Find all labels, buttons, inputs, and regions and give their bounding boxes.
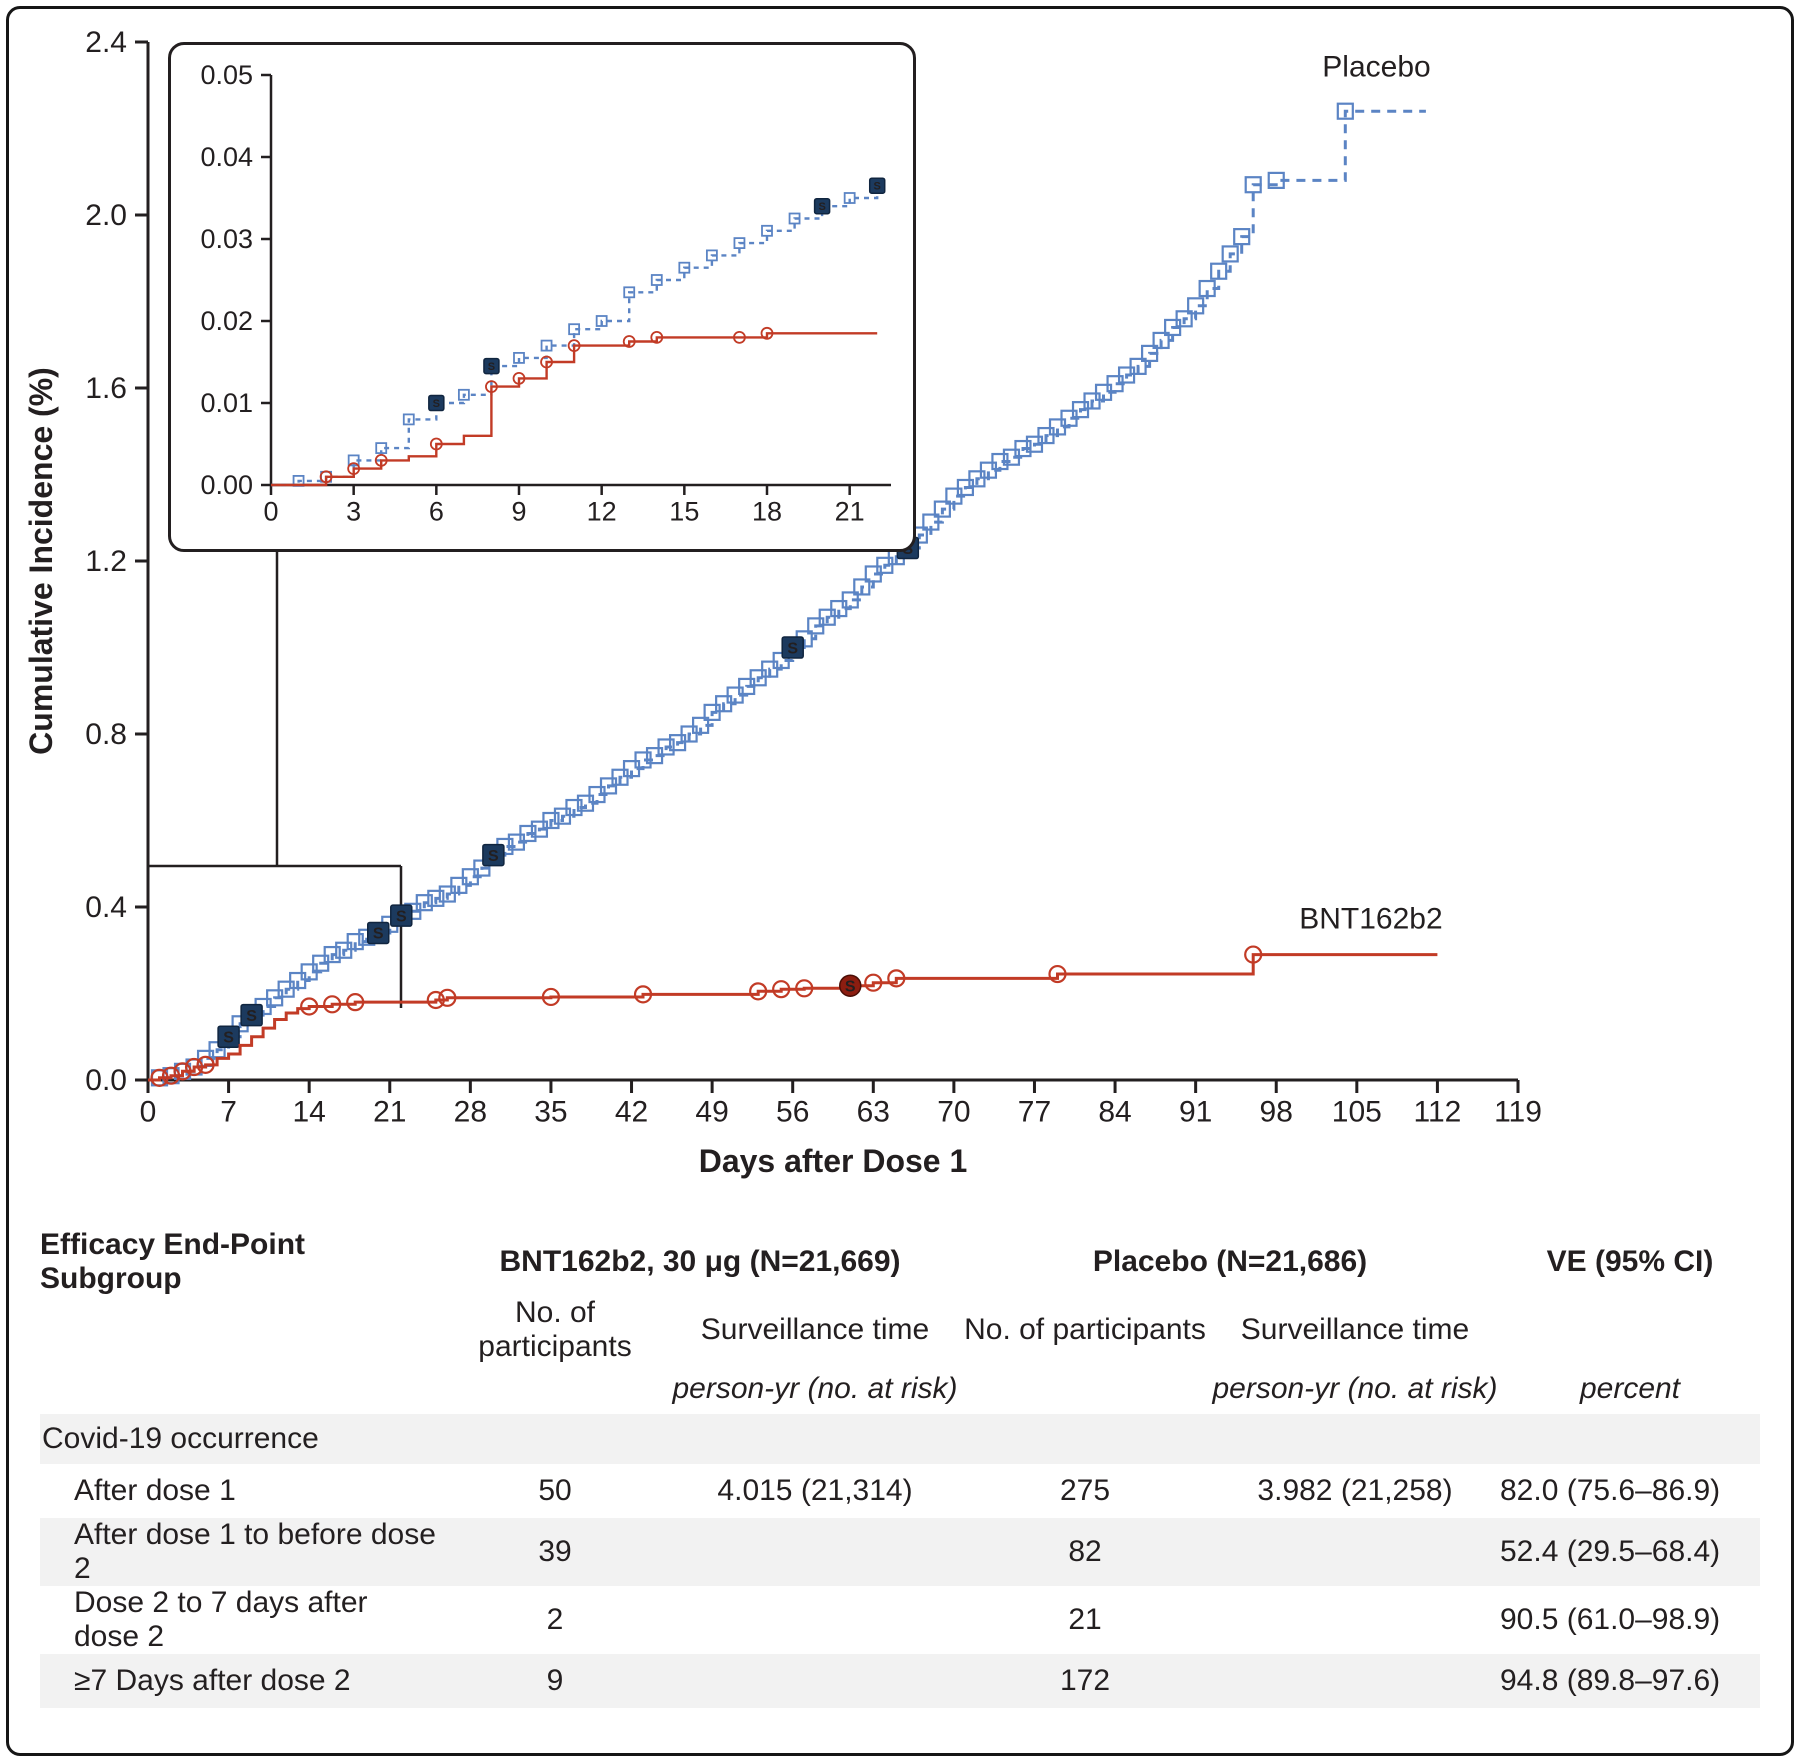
col-header-ve: VE (95% CI) [1546,1245,1714,1278]
svg-text:63: 63 [857,1096,890,1129]
svg-text:2.4: 2.4 [85,26,127,59]
table-row: ≥7 Days after dose 2 9 172 94.8 (89.8–97… [40,1654,1760,1708]
svg-text:2.0: 2.0 [85,199,127,232]
svg-text:0.00: 0.00 [200,470,253,500]
svg-text:70: 70 [937,1096,970,1129]
table-row: After dose 1 to before dose 2 39 82 52.4… [40,1518,1760,1586]
svg-text:14: 14 [292,1096,325,1129]
svg-text:21: 21 [835,497,865,527]
units-bnt-person-yr: person-yr (no. at risk) [672,1372,958,1405]
main-cumulative-incidence-chart: 0 7 14 21 28 35 42 49 56 63 70 77 84 91 98 105 112 1190.0… [23,26,1542,1179]
bnt-surveillance-value: 4.015 (21,314) [717,1474,913,1507]
svg-text:98: 98 [1260,1096,1293,1129]
units-ve-percent: percent [1579,1372,1681,1405]
svg-text:1.2: 1.2 [85,545,127,578]
svg-text:91: 91 [1179,1096,1212,1129]
svg-text:0.03: 0.03 [200,224,253,254]
table-row: Dose 2 to 7 days after dose 2 2 21 90.5 … [40,1586,1760,1654]
svg-text:S: S [223,1030,234,1047]
svg-text:0: 0 [140,1096,157,1129]
svg-text:S: S [488,361,495,373]
svg-text:S: S [818,201,825,213]
svg-text:42: 42 [615,1096,648,1129]
inset-zoom-chart: 0 3 6 9 12 15 18 21 0.00 0.01 0.02 0.03 0.04 0.05 S S S S [200,60,891,527]
section-label: Covid-19 occurrence [42,1422,319,1455]
svg-text:15: 15 [669,497,699,527]
row-label: Dose 2 to 7 days after dose 2 [74,1586,368,1653]
col-header-bnt162b2: BNT162b2, 30 μg (N=21,669) [499,1245,901,1278]
svg-text:0.01: 0.01 [200,388,253,418]
bnt-participants-value: 50 [538,1474,572,1507]
placebo-participants-value: 21 [1068,1603,1102,1636]
svg-text:Cumulative Incidence (%): Cumulative Incidence (%) [23,367,59,755]
svg-text:77: 77 [1018,1096,1051,1129]
table-section-row: Covid-19 occurrence [40,1414,1760,1464]
row-label: ≥7 Days after dose 2 [74,1664,351,1697]
svg-text:119: 119 [1494,1096,1542,1129]
svg-text:S: S [433,398,440,410]
bnt-participants-value: 39 [538,1535,572,1568]
ve-value: 94.8 (89.8–97.6) [1500,1664,1721,1697]
svg-text:105: 105 [1332,1096,1382,1129]
subheader-placebo-participants: No. of participants [964,1313,1206,1346]
svg-text:21: 21 [373,1096,406,1129]
svg-text:18: 18 [752,497,782,527]
svg-text:84: 84 [1098,1096,1131,1129]
subheader-bnt-surveillance: Surveillance time [700,1313,930,1346]
table-header-row: Efficacy End-Point Subgroup BNT162b2, 30… [40,1228,1760,1296]
placebo-participants-value: 275 [1059,1474,1111,1507]
svg-text:0: 0 [263,497,278,527]
svg-text:7: 7 [220,1096,237,1129]
row-label: After dose 1 [74,1474,236,1507]
placebo-participants-value: 82 [1068,1535,1102,1568]
svg-text:0.04: 0.04 [200,142,253,172]
units-placebo-person-yr: person-yr (no. at risk) [1212,1372,1498,1405]
svg-text:0.4: 0.4 [85,891,127,924]
svg-text:9: 9 [511,497,526,527]
subheader-bnt-participants: No. of participants [478,1296,632,1363]
placebo-participants-value: 172 [1059,1664,1111,1697]
svg-text:6: 6 [429,497,444,527]
placebo-surveillance-value: 3.982 (21,258) [1257,1474,1453,1507]
svg-text:S: S [373,926,384,943]
ve-value: 82.0 (75.6–86.9) [1500,1474,1721,1507]
svg-text:S: S [787,640,798,657]
row-label: After dose 1 to before dose 2 [74,1518,436,1585]
svg-text:S: S [396,908,407,925]
svg-text:S: S [845,978,856,995]
col-header-subgroup: Efficacy End-Point Subgroup [40,1228,306,1295]
svg-text:0.8: 0.8 [85,718,127,751]
svg-text:Days after Dose 1: Days after Dose 1 [699,1143,968,1179]
svg-text:S: S [246,1008,257,1025]
svg-text:1.6: 1.6 [85,372,127,405]
svg-text:56: 56 [776,1096,809,1129]
subheader-placebo-surveillance: Surveillance time [1240,1313,1470,1346]
table-units-row: person-yr (no. at risk) person-yr (no. a… [40,1364,1760,1414]
svg-text:3: 3 [346,497,361,527]
svg-text:0.0: 0.0 [85,1064,127,1097]
svg-text:12: 12 [587,497,617,527]
svg-text:S: S [488,848,499,865]
svg-text:28: 28 [454,1096,487,1129]
svg-text:0.05: 0.05 [200,60,253,90]
svg-text:35: 35 [534,1096,567,1129]
ve-value: 90.5 (61.0–98.9) [1500,1603,1721,1636]
efficacy-table: Efficacy End-Point Subgroup BNT162b2, 30… [40,1228,1760,1708]
svg-text:S: S [874,181,881,193]
svg-text:BNT162b2: BNT162b2 [1299,903,1442,936]
col-header-placebo: Placebo (N=21,686) [1092,1245,1368,1278]
table-row: After dose 1 50 4.015 (21,314) 275 3.982… [40,1464,1760,1518]
svg-text:0.02: 0.02 [200,306,253,336]
inset-box: 0 3 6 9 12 15 18 21 0.00 0.01 0.02 0.03 0.04 0.05 S S S S [168,42,916,552]
ve-value: 52.4 (29.5–68.4) [1500,1535,1721,1568]
bnt-participants-value: 9 [546,1664,564,1697]
bnt-participants-value: 2 [546,1603,564,1636]
table-subheader-row: No. of participants Surveillance time No… [40,1296,1760,1364]
svg-text:112: 112 [1413,1096,1461,1129]
svg-text:49: 49 [695,1096,728,1129]
svg-text:Placebo: Placebo [1322,51,1430,84]
